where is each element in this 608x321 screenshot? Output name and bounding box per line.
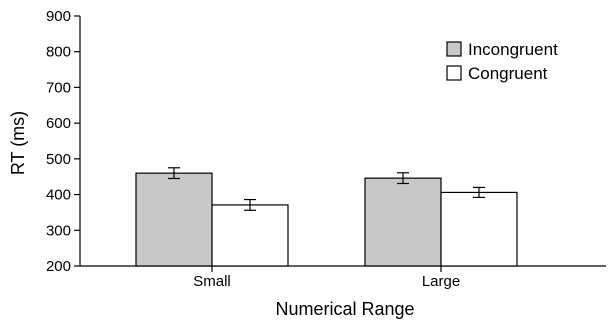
legend-swatch [446,65,462,81]
x-tick-label: Small [193,273,231,290]
legend-swatch [446,41,462,57]
y-tick-label: 400 [46,187,71,204]
y-axis-title: RT (ms) [8,111,28,175]
legend-label: Congruent [468,64,548,83]
bar-incongruent-large [364,177,442,267]
x-tick-label: Large [422,273,460,290]
legend-label: Incongruent [468,40,558,59]
bar-incongruent-small [135,172,213,267]
y-tick-label: 800 [46,44,71,61]
y-tick-label: 600 [46,115,71,132]
bar-congruent-large [440,191,518,267]
bar-congruent-small [211,204,289,267]
y-axis: 200 300 400 500 600 700 800 900 [46,8,81,275]
y-tick-label: 700 [46,79,71,96]
x-axis-title: Numerical Range [275,299,414,319]
x-axis: Small Large [80,265,606,290]
y-tick-label: 300 [46,222,71,239]
bars [135,167,518,267]
legend: Incongruent Congruent [446,40,558,83]
y-tick-label: 200 [46,258,71,275]
y-tick-label: 500 [46,151,71,168]
y-tick-label: 900 [46,8,71,25]
